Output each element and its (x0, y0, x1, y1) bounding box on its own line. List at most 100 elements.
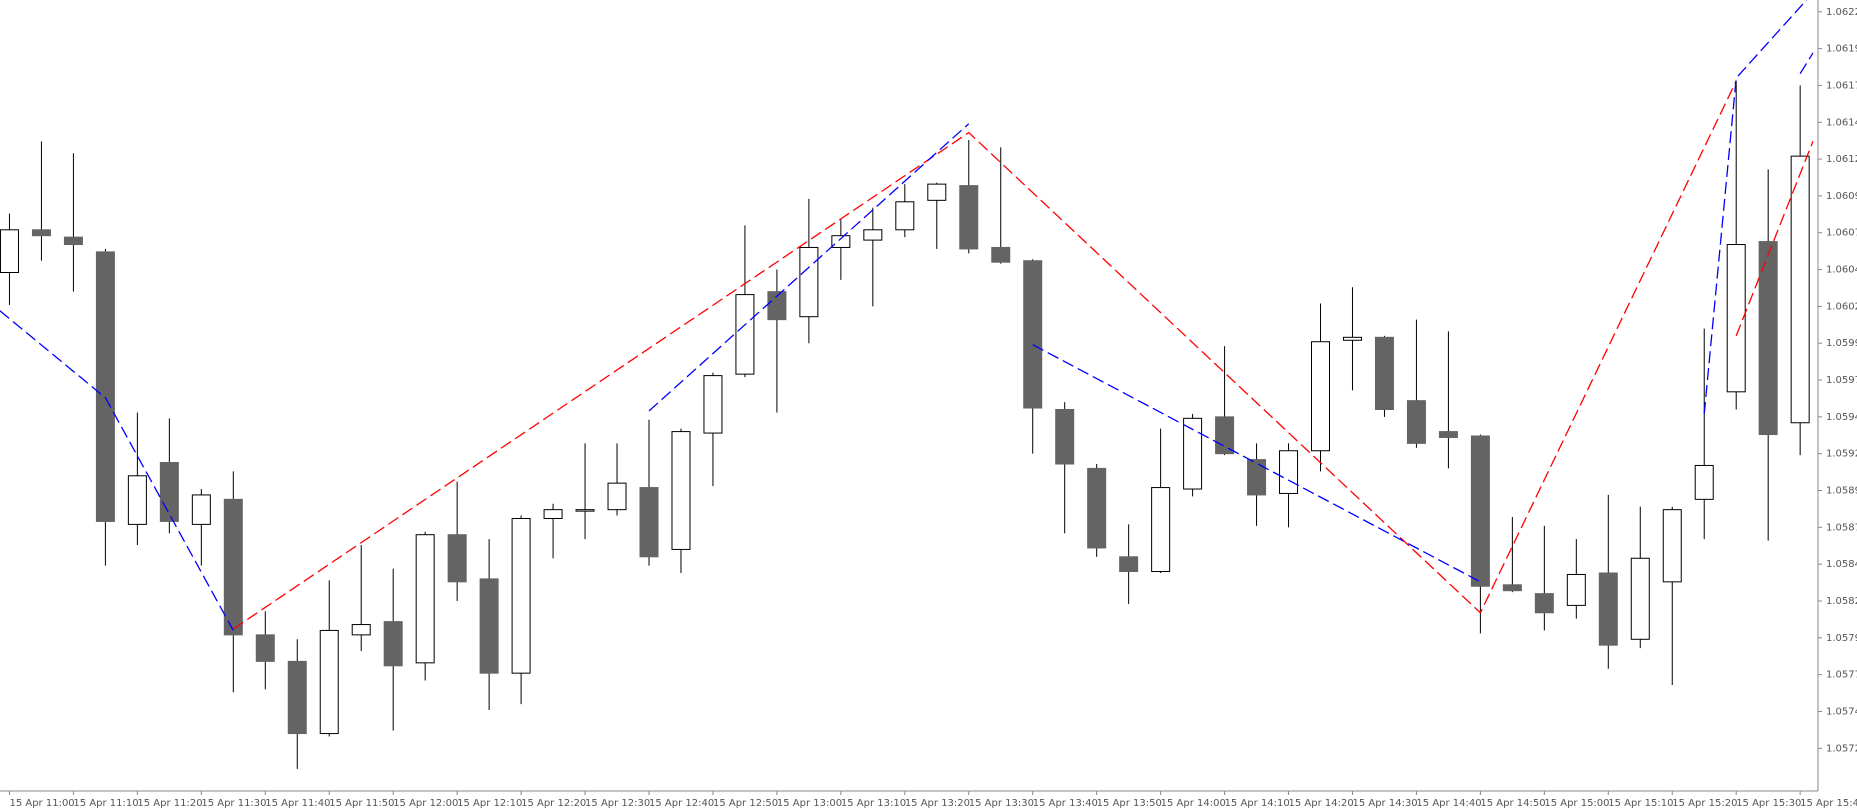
candle-body (927, 183, 947, 201)
candle-body (671, 431, 691, 550)
x-tick-label: 15 Apr 14:00 (1161, 798, 1226, 809)
candle-body (767, 291, 787, 321)
candle-body (1311, 341, 1331, 452)
x-tick-label: 15 Apr 15:30 (1736, 798, 1801, 809)
candle-body (1279, 450, 1299, 494)
candle-body (1790, 155, 1810, 424)
x-tick-label: 15 Apr 13:00 (777, 798, 842, 809)
candle-body (575, 509, 595, 512)
candle-body (895, 201, 915, 231)
x-tick-label: 15 Apr 13:20 (905, 798, 970, 809)
zigzag-line (0, 310, 234, 631)
candle-body (1342, 336, 1362, 341)
candle-body (799, 246, 819, 318)
x-tick-label: 15 Apr 14:10 (1225, 798, 1290, 809)
x-tick-label: 15 Apr 11:40 (265, 798, 330, 809)
x-tick-label: 15 Apr 15:40 (1800, 798, 1857, 809)
candle-body (1151, 487, 1171, 573)
candle-body (1183, 417, 1203, 490)
candle-body (1470, 435, 1490, 587)
candle-body (447, 534, 467, 583)
candle-body (415, 534, 435, 664)
y-tick-label: 1.05945 (1826, 412, 1857, 423)
y-tick-label: 1.05745 (1826, 706, 1857, 717)
x-tick-label: 15 Apr 13:50 (1097, 798, 1162, 809)
x-tick-label: 15 Apr 11:10 (73, 798, 138, 809)
candle-body (1023, 260, 1043, 409)
y-tick-label: 1.05895 (1826, 486, 1857, 497)
x-tick-label: 15 Apr 11:00 (9, 798, 74, 809)
candle-body (1598, 572, 1618, 646)
candle-body (383, 621, 403, 667)
y-tick-label: 1.06145 (1826, 117, 1857, 128)
candle-body (1438, 431, 1458, 438)
x-tick-label: 15 Apr 11:20 (137, 798, 202, 809)
candle-body (639, 487, 659, 558)
x-tick-label: 15 Apr 13:10 (841, 798, 906, 809)
candle-body (1406, 400, 1426, 444)
candle-body (1215, 416, 1235, 455)
y-tick-label: 1.06095 (1826, 191, 1857, 202)
candle-body (1119, 556, 1139, 573)
candle-body (351, 624, 371, 636)
y-tick-label: 1.06070 (1826, 228, 1857, 239)
candle-body (959, 185, 979, 250)
y-tick-label: 1.05795 (1826, 633, 1857, 644)
x-tick-label: 15 Apr 12:20 (521, 798, 586, 809)
candle-body (1502, 584, 1522, 592)
candle-body (63, 236, 83, 246)
y-tick-label: 1.06170 (1826, 80, 1857, 91)
candle-body (703, 375, 723, 434)
zigzag-line (232, 80, 1737, 630)
x-tick-label: 15 Apr 15:20 (1672, 798, 1737, 809)
candle-body (31, 229, 51, 237)
y-tick-label: 1.05820 (1826, 596, 1857, 607)
candle-body (0, 229, 19, 274)
y-tick-label: 1.05970 (1826, 375, 1857, 386)
candle-body (1566, 573, 1586, 606)
candle-body (159, 462, 179, 522)
candle-body (319, 629, 339, 735)
zigzag-line (648, 123, 970, 412)
candle-body (255, 634, 275, 662)
candle-body (1630, 557, 1650, 640)
candle-body (1534, 593, 1554, 614)
x-tick-label: 15 Apr 12:10 (457, 798, 522, 809)
y-tick-label: 1.06120 (1826, 154, 1857, 165)
candle-body (543, 509, 563, 519)
y-tick-label: 1.06045 (1826, 265, 1857, 276)
candle-body (1374, 336, 1394, 410)
candle-body (287, 660, 307, 735)
y-tick-label: 1.05845 (1826, 559, 1857, 570)
candle-body (95, 251, 115, 522)
zigzag-line (1735, 141, 1814, 337)
x-tick-label: 15 Apr 13:40 (1033, 798, 1098, 809)
y-tick-label: 1.05720 (1826, 743, 1857, 754)
candle-body (479, 578, 499, 674)
candle-body (1087, 467, 1107, 549)
candle-body (1247, 459, 1267, 496)
candle-body (1758, 241, 1778, 436)
y-tick-label: 1.05870 (1826, 522, 1857, 533)
x-tick-label: 15 Apr 12:40 (649, 798, 714, 809)
x-tick-label: 15 Apr 13:30 (969, 798, 1034, 809)
candle-body (607, 482, 627, 511)
candle-body (831, 235, 851, 248)
candle-body (735, 294, 755, 375)
x-tick-label: 15 Apr 11:30 (201, 798, 266, 809)
y-tick-label: 1.05770 (1826, 670, 1857, 681)
x-tick-label: 15 Apr 12:30 (585, 798, 650, 809)
x-tick-label: 15 Apr 11:50 (329, 798, 394, 809)
candle-body (863, 229, 883, 241)
x-tick-label: 15 Apr 14:30 (1352, 798, 1417, 809)
y-tick-label: 1.06020 (1826, 301, 1857, 312)
candle-body (127, 475, 147, 525)
x-tick-label: 15 Apr 12:00 (393, 798, 458, 809)
candle-body (1726, 244, 1746, 393)
candle-body (191, 494, 211, 525)
x-tick-label: 15 Apr 14:50 (1480, 798, 1545, 809)
y-tick-label: 1.05995 (1826, 338, 1857, 349)
zigzag-line (1799, 52, 1814, 74)
x-tick-label: 15 Apr 14:40 (1416, 798, 1481, 809)
